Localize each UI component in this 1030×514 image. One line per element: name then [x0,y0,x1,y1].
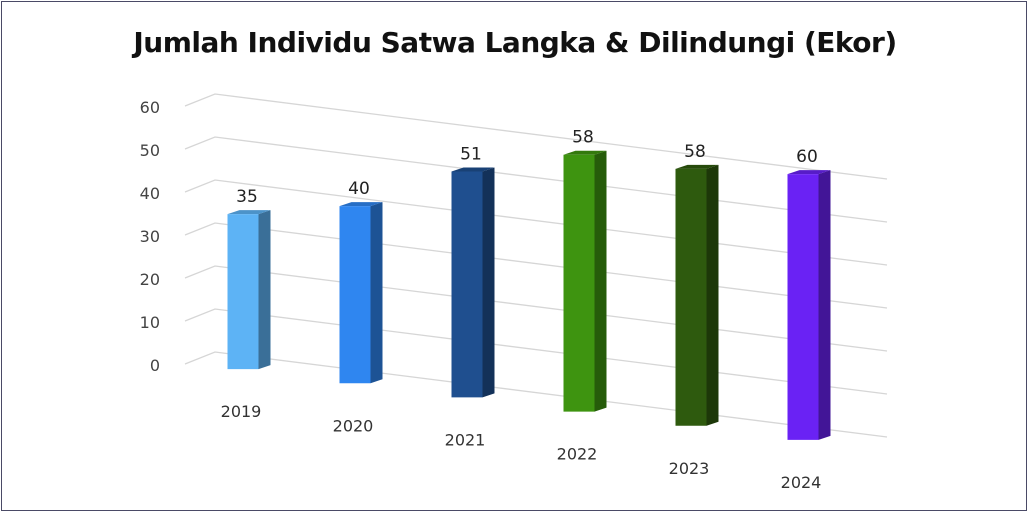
bars [227,150,831,440]
data-label: 40 [348,179,370,199]
bar-side [482,167,495,398]
x-tick-label: 2022 [557,445,598,464]
bar [675,164,719,426]
gridline [184,179,888,266]
gridlines [184,93,888,438]
bar-front [339,206,371,384]
bar-front [227,214,259,370]
bar [563,150,607,412]
bar-front [451,171,483,398]
data-label: 35 [236,187,258,207]
gridline [184,222,888,309]
gridline [184,351,888,438]
data-label: 58 [684,142,706,162]
x-tick-label: 2020 [333,416,374,435]
bar-side [706,164,719,426]
gridline [184,136,888,223]
chart-title: Jumlah Individu Satwa Langka & Dilindung… [133,26,897,59]
bar-side [258,210,271,370]
bar-top [787,170,831,175]
data-labels: 35 40 51 58 58 60 [236,128,818,207]
bar-top [675,164,719,169]
y-tick-label: 60 [140,98,160,117]
bar [451,167,495,398]
bar-top [227,210,271,215]
y-tick-label: 20 [140,270,160,289]
bar [787,170,831,440]
x-tick-label: 2024 [781,473,822,492]
gridline [184,93,888,180]
x-tick-label: 2019 [221,402,262,421]
x-axis-labels: 2019 2020 2021 2022 2023 2024 [221,402,822,492]
bar [227,210,271,370]
y-tick-label: 50 [140,141,160,160]
bar-front [563,154,595,412]
y-axis-ticks: 0 10 20 30 40 50 60 [140,98,160,375]
y-tick-label: 40 [140,184,160,203]
data-label: 60 [796,147,818,167]
data-label: 58 [572,128,594,148]
gridline [184,308,888,395]
gridline [184,265,888,352]
bar-front [787,174,819,440]
x-tick-label: 2021 [445,430,486,449]
bar-side [594,150,607,412]
bar-top [451,167,495,172]
bar-side [818,170,831,440]
bar-side [370,202,383,384]
bar-front [675,168,707,426]
bar [339,202,383,384]
bar-top [339,202,383,207]
data-label: 51 [460,145,482,165]
x-tick-label: 2023 [669,459,710,478]
y-tick-label: 0 [150,356,160,375]
y-tick-label: 10 [140,313,160,332]
bar-top [563,150,607,155]
y-tick-label: 30 [140,227,160,246]
